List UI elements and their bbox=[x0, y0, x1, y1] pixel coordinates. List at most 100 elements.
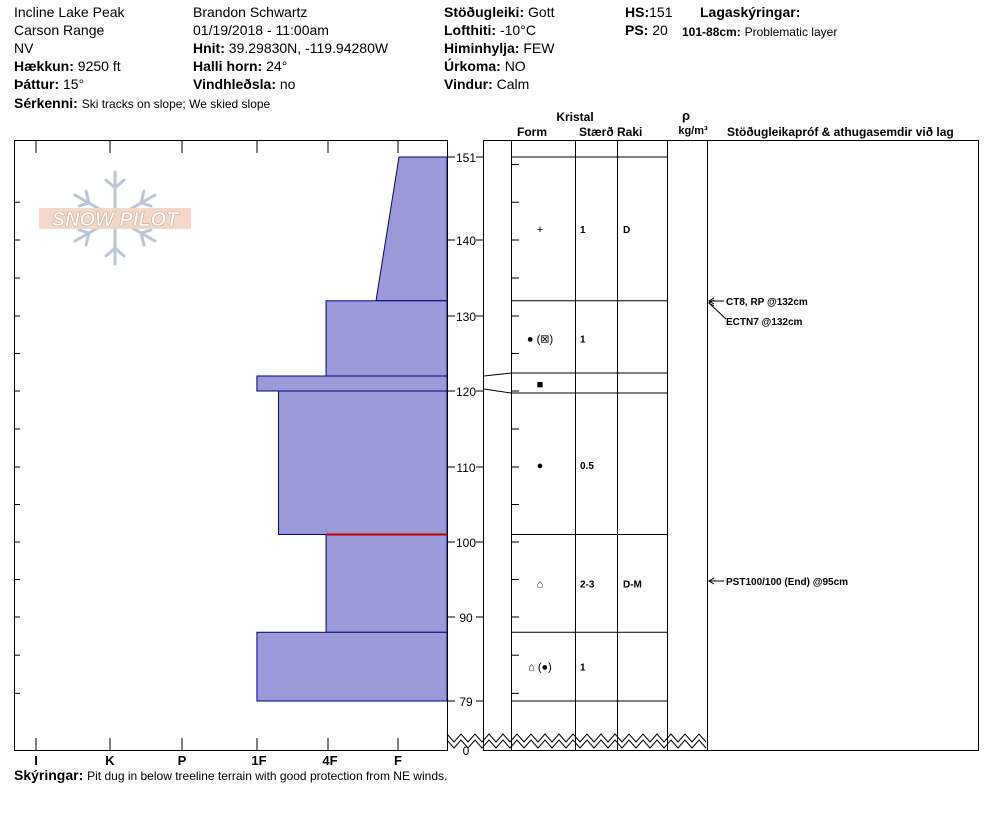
aspect-value: 15° bbox=[63, 76, 85, 92]
hardness-label: I bbox=[34, 753, 38, 768]
test-result: CT8, RP @132cm bbox=[726, 297, 808, 308]
test-arrowhead bbox=[708, 577, 715, 585]
hardness-label: 1F bbox=[251, 753, 266, 768]
sky-label: Himinhylja: bbox=[444, 40, 520, 56]
snowpilot-logo: SNOW PILOT bbox=[39, 170, 191, 266]
layer-size: 1 bbox=[580, 663, 586, 674]
test-result: PST100/100 (End) @95cm bbox=[726, 577, 848, 588]
layer-size: 2-3 bbox=[580, 579, 595, 590]
layer-connector bbox=[483, 372, 512, 377]
depth-tick-label: 140 bbox=[456, 234, 476, 248]
slope-label: Halli horn: bbox=[193, 58, 263, 74]
coords-value: 39.29830N, -119.94280W bbox=[228, 40, 389, 56]
depth-tick-label: 0 bbox=[463, 744, 470, 758]
features-value: Ski tracks on slope; We skied slope bbox=[81, 97, 271, 111]
stability-label: Stöðugleiki: bbox=[444, 4, 525, 20]
layer-size: 1 bbox=[580, 334, 586, 345]
air-temp-label: Lofthiti: bbox=[444, 22, 497, 38]
air-temp-value: -10°C bbox=[499, 22, 536, 38]
ps-label: PS: bbox=[625, 22, 649, 38]
sky-row: Himinhylja: FEW bbox=[444, 40, 554, 56]
test-arrowhead bbox=[708, 299, 715, 307]
crystal-table-frame bbox=[483, 140, 708, 751]
layer-bar bbox=[375, 156, 448, 302]
layer-note: 101-88cm: Problematic layer bbox=[682, 23, 837, 40]
depth-tick-label: 110 bbox=[456, 461, 475, 475]
layer-moisture: D-M bbox=[623, 579, 642, 590]
layer-form: ● bbox=[537, 460, 544, 472]
features-label: Sérkenni: bbox=[14, 95, 78, 111]
wind-label: Vindur: bbox=[444, 76, 493, 92]
hardness-labels: I K P 1F 4F F bbox=[34, 753, 402, 768]
stability-tests: CT8, RP @132cm ECTN7 @132cm PST100/100 (En… bbox=[708, 297, 848, 588]
notes-value: Pit dug in below treeline terrain with g… bbox=[87, 769, 448, 783]
hs-row: HS:151 bbox=[625, 4, 672, 20]
ps-value: 20 bbox=[652, 22, 668, 38]
depth-tick-label: 120 bbox=[456, 385, 476, 399]
mountain-range: Carson Range bbox=[14, 22, 105, 38]
layer-bar bbox=[256, 631, 448, 702]
layer-form: ⌂ bbox=[537, 578, 544, 590]
density-header: ρ bbox=[682, 108, 690, 123]
logo-text: SNOW PILOT bbox=[52, 209, 180, 231]
elevation-label: Hækkun: bbox=[14, 58, 74, 74]
state: NV bbox=[14, 40, 34, 56]
hardness-label: K bbox=[105, 753, 115, 768]
depth-break-marker bbox=[446, 733, 707, 749]
depth-axis: 151 140 130 120 110 100 90 79 0 bbox=[447, 140, 484, 758]
form-header: Form bbox=[517, 125, 547, 139]
test-arrowhead bbox=[708, 297, 715, 305]
depth-tick-label: 151 bbox=[456, 151, 476, 165]
notes-label: Skýringar: bbox=[14, 767, 84, 783]
test-result: ECTN7 @132cm bbox=[726, 317, 803, 328]
layer-form: ● (⊠) bbox=[527, 333, 553, 345]
coords-row: Hnit: 39.29830N, -119.94280W bbox=[193, 40, 388, 56]
elevation-row: Hækkun: 9250 ft bbox=[14, 58, 121, 74]
air-temp-row: Lofthiti: -10°C bbox=[444, 22, 536, 38]
sky-value: FEW bbox=[523, 40, 555, 56]
layer-bar bbox=[278, 390, 448, 535]
precip-row: Úrkoma: NO bbox=[444, 58, 526, 74]
depth-tick-label: 79 bbox=[459, 695, 473, 709]
coords-label: Hnit: bbox=[193, 40, 225, 56]
wind-loading-value: no bbox=[279, 76, 296, 92]
wind-value: Calm bbox=[496, 76, 530, 92]
slope-value: 24° bbox=[266, 58, 288, 74]
hs-label: HS: bbox=[625, 4, 650, 20]
aspect-row: Þáttur: 15° bbox=[14, 76, 84, 92]
layer-moisture: D bbox=[623, 225, 630, 236]
aspect-label: Þáttur: bbox=[14, 76, 60, 92]
hardness-label: P bbox=[178, 753, 187, 768]
wind-loading-label: Vindhleðsla: bbox=[193, 76, 276, 92]
layer-bar bbox=[256, 375, 448, 392]
size-header: Stærð bbox=[579, 125, 614, 139]
layer-notes-label: Lagaskýringar: bbox=[700, 4, 801, 20]
layer-connector bbox=[483, 388, 512, 394]
layer-bar bbox=[325, 300, 448, 377]
tests-header: Stöðugleikapróf & athugasemdir við lag bbox=[727, 125, 954, 139]
precip-value: NO bbox=[504, 58, 526, 74]
hardness-label: 4F bbox=[322, 753, 337, 768]
precip-label: Úrkoma: bbox=[444, 58, 501, 74]
stability-value: Gott bbox=[528, 4, 555, 20]
layer-size: 0.5 bbox=[580, 461, 594, 472]
density-unit-header: kg/m³ bbox=[678, 125, 708, 137]
hardness-label: F bbox=[394, 753, 402, 768]
ps-row: PS: 20 bbox=[625, 22, 668, 38]
depth-tick-label: 90 bbox=[459, 611, 473, 625]
observer: Brandon Schwartz bbox=[193, 4, 308, 20]
layer-note-depth: 101-88cm: bbox=[682, 25, 741, 39]
wind-row: Vindur: Calm bbox=[444, 76, 529, 92]
tests-panel-frame bbox=[707, 140, 979, 751]
layer-size: 1 bbox=[580, 225, 586, 236]
moisture-header: Raki bbox=[617, 125, 642, 139]
layer-form: ■ bbox=[537, 379, 544, 391]
elevation-value: 9250 ft bbox=[77, 58, 121, 74]
hs-value: 151 bbox=[649, 4, 673, 20]
crystal-header: Kristal bbox=[556, 110, 593, 124]
depth-tick-label: 100 bbox=[456, 536, 476, 550]
test-pointer bbox=[708, 302, 727, 320]
layer-bars bbox=[256, 156, 448, 702]
location-name: Incline Lake Peak bbox=[14, 4, 125, 20]
stability-row: Stöðugleiki: Gott bbox=[444, 4, 554, 20]
